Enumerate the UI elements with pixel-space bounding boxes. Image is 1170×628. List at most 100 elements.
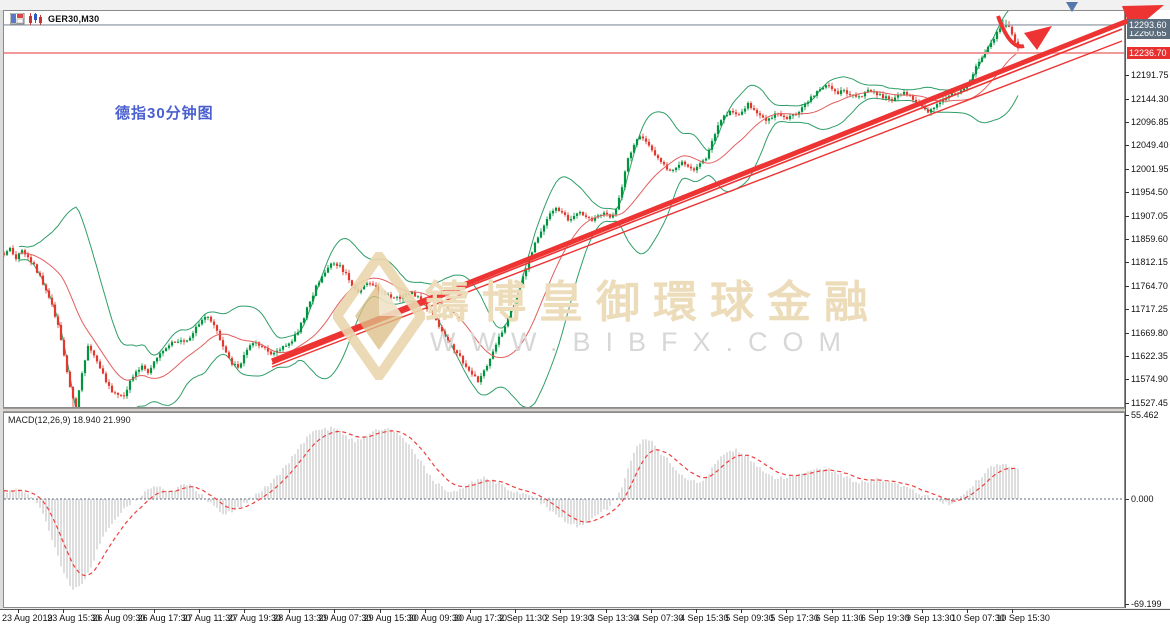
price-tick-label: 11812.15 [1131,257,1168,268]
grid-icon [11,14,16,23]
price-tick-mark [1125,402,1129,404]
time-tick-mark [605,609,607,613]
time-tick-label: 26 Aug 17:30 [137,613,191,623]
time-tick-label: 2 Sep 19:30 [544,613,593,623]
time-tick-mark [244,609,245,613]
time-tick-mark [696,609,697,613]
time-tick-label: 2 Sep 11:30 [499,613,548,623]
time-tick-label: 6 Sep 19:30 [860,613,910,623]
time-tick-label: 23 Aug 2019 [2,613,53,623]
time-tick-label: 6 Sep 11:30 [815,613,864,623]
window-left-band [0,10,3,628]
time-tick-label: 27 Aug 11:30 [182,613,236,623]
macd-indicator-area[interactable] [3,412,1125,608]
price-tick-label: 12001.95 [1131,163,1169,174]
time-tick-label: 10 Sep 07:30 [951,613,1005,623]
time-tick-mark [560,609,562,613]
time-tick-label: 4 Sep 15:30 [680,613,729,623]
time-tick-mark [741,609,743,613]
time-tick-mark [1012,609,1014,613]
time-tick-mark [922,609,923,613]
price-tick-mark [1125,262,1129,264]
time-tick-mark [289,609,291,613]
time-tick-label: 30 Aug 17:30 [454,613,508,623]
time-tick-label: 27 Aug 19:30 [228,613,282,623]
symbol-row: GER30,M30 [10,13,99,25]
symbol-timeframe-label: GER30,M30 [48,14,100,24]
price-tick-mark [1125,75,1129,77]
time-tick-label: 3 Sep 13:30 [589,613,639,623]
price-tick-label: 12049.40 [1131,140,1169,151]
time-tick-mark [198,609,200,613]
price-tick-label: 12096.85 [1131,116,1169,127]
time-tick-label: 5 Sep 17:30 [770,613,819,623]
macd-tick-label: -69.199 [1131,599,1162,610]
time-tick-label: 10 Sep 15:30 [996,613,1050,623]
price-tick-mark [1125,121,1129,123]
panel-separator[interactable] [3,408,1125,412]
candlestick-icon [29,13,42,25]
price-tick-mark [1125,192,1129,194]
bid-price-label: 12236.70 [1127,47,1170,59]
price-tick-label: 11859.60 [1131,233,1168,244]
macd-tick-mark [1125,499,1129,500]
price-tick-mark [1125,379,1129,381]
price-tick-mark [1125,145,1129,147]
time-tick-mark [786,609,788,613]
price-tick-mark [1125,98,1129,100]
time-tick-label: 26 Aug 09:30 [92,613,146,623]
price-tick-mark [1125,285,1129,287]
macd-tick-mark [1125,414,1129,416]
price-tick-mark [1125,332,1129,334]
time-tick-label: 29 Aug 15:30 [363,613,417,623]
time-tick-mark [108,609,110,613]
macd-tick-label: 0.000 [1131,494,1154,504]
time-tick-label: 4 Sep 07:30 [634,613,684,623]
time-tick-label: 23 Aug 15:30 [47,613,101,623]
price-tick-label: 11574.90 [1131,374,1168,385]
time-tick-mark [18,609,19,613]
macd-tick-mark [1125,604,1129,606]
time-tick-label: 28 Aug 13:30 [273,613,327,623]
time-tick-mark [650,609,652,613]
time-tick-mark [379,609,381,613]
price-tick-label: 11622.35 [1131,350,1168,361]
chart-note-text[interactable]: 德指30分钟图 [115,105,214,122]
price-tick-mark [1125,355,1129,357]
time-tick-mark [831,609,833,613]
time-tick-mark [470,609,471,613]
time-tick-label: 30 Aug 09:30 [408,613,462,623]
macd-tick-label: 55.462 [1131,409,1159,420]
price-tick-label: 12144.30 [1131,93,1169,104]
time-tick-label: 5 Sep 09:30 [725,613,774,623]
time-tick-mark [334,609,336,613]
time-axis[interactable] [0,609,1170,628]
time-tick-mark [63,609,65,613]
time-tick-label: 29 Aug 07:30 [318,613,372,623]
macd-name: MACD(12,26,9) [8,415,71,425]
price-tick-label: 11764.70 [1131,280,1168,291]
price-tick-mark [1125,215,1129,217]
price-tick-label: 11717.25 [1131,304,1168,315]
price-tick-label: 11527.45 [1131,397,1168,408]
time-tick-label: 9 Sep 13:30 [906,613,955,623]
price-tick-label: 11907.05 [1131,210,1168,221]
price-tick-mark [1125,168,1129,170]
time-tick-mark [876,609,878,613]
macd-indicator-label: MACD(12,26,9) 18.940 21.990 [8,415,131,425]
time-tick-mark [515,609,517,613]
time-tick-mark [967,609,969,613]
price-tick-mark [1125,238,1129,240]
price-tick-label: 11954.50 [1131,187,1168,198]
price-tick-mark [1125,309,1129,311]
price-tick-label: 12191.75 [1131,70,1169,81]
price-tick-label: 11669.80 [1131,327,1168,338]
time-tick-mark [153,609,155,613]
macd-main-value: 18.940 [73,415,101,425]
macd-signal-value: 21.990 [103,415,131,425]
current-price-label: 12293.60 [1127,18,1170,31]
main-chart-area[interactable] [3,10,1125,408]
time-tick-mark [424,609,426,613]
chart-type-icons [10,13,42,25]
